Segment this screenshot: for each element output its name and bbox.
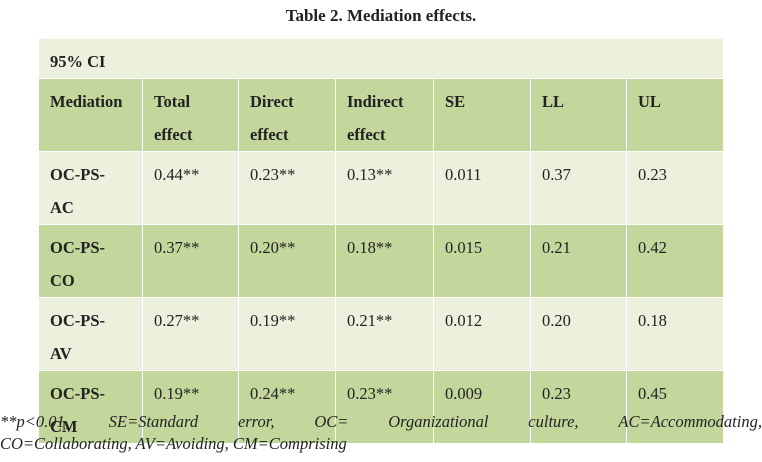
cell-ll: 0.23: [530, 370, 627, 444]
footnote-term: **p<0.01,: [0, 412, 69, 431]
cell-se: 0.012: [433, 297, 531, 371]
cell-total-effect: 0.37**: [142, 224, 239, 298]
row-label-line2: AV: [50, 344, 72, 363]
cell-indirect-effect: 0.18**: [335, 224, 434, 298]
cell-se: 0.009: [433, 370, 531, 444]
row-label-line1: OC-PS-: [50, 165, 105, 184]
column-header-line1: UL: [638, 92, 661, 111]
row-label: OC-PS- CO: [38, 224, 143, 298]
column-header-line1: Total: [154, 92, 191, 111]
column-header-line1: Direct: [250, 92, 294, 111]
cell-direct-effect: 0.19**: [238, 297, 336, 371]
ci-header-cell: 95% CI: [38, 38, 724, 79]
row-label: OC-PS- AV: [38, 297, 143, 371]
footnote-term: Organizational: [388, 412, 489, 431]
column-header-line2: effect: [250, 125, 289, 144]
footnote-term: AC=Accommodating,: [618, 412, 762, 431]
mediation-table: 95% CI Mediation Total effect Direct eff…: [38, 38, 724, 444]
cell-indirect-effect: 0.13**: [335, 151, 434, 225]
table-row: OC-PS- AV 0.27** 0.19** 0.21** 0.012 0.2…: [38, 297, 724, 371]
cell-ul: 0.18: [626, 297, 724, 371]
footnote-term: SE=Standard: [108, 412, 199, 431]
cell-ll: 0.21: [530, 224, 627, 298]
table-footnote: **p<0.01, SE=Standard error, OC= Organiz…: [0, 411, 762, 455]
cell-ul: 0.23: [626, 151, 724, 225]
column-header-indirect-effect: Indirect effect: [335, 78, 434, 152]
column-header-mediation: Mediation: [38, 78, 143, 152]
table-caption: Table 2. Mediation effects.: [285, 6, 477, 25]
row-label-line2: CO: [50, 271, 75, 290]
cell-se: 0.011: [433, 151, 531, 225]
column-header-line1: SE: [445, 92, 466, 111]
cell-direct-effect: 0.23**: [238, 151, 336, 225]
column-header-line1: Mediation: [50, 92, 123, 111]
cell-ul: 0.42: [626, 224, 724, 298]
cell-se: 0.015: [433, 224, 531, 298]
column-header-direct-effect: Direct effect: [238, 78, 336, 152]
cell-total-effect: 0.19**: [142, 370, 239, 444]
footnote-term: culture,: [528, 412, 579, 431]
column-header-ul: UL: [626, 78, 724, 152]
cell-ll: 0.37: [530, 151, 627, 225]
column-header-line1: LL: [542, 92, 565, 111]
cell-indirect-effect: 0.23**: [335, 370, 434, 444]
footnote-term: error,: [237, 412, 275, 431]
footnote-line2: CO=Collaborating, AV=Avoiding, CM=Compri…: [0, 434, 347, 453]
cell-indirect-effect: 0.21**: [335, 297, 434, 371]
row-label-line1: OC-PS-: [50, 238, 105, 257]
table-row: OC-PS- CO 0.37** 0.20** 0.18** 0.015 0.2…: [38, 224, 724, 298]
cell-direct-effect: 0.24**: [238, 370, 336, 444]
column-header-line1: Indirect: [347, 92, 404, 111]
row-label: OC-PS- CM: [38, 370, 143, 444]
column-header-se: SE: [433, 78, 531, 152]
table-row: OC-PS- CM 0.19** 0.24** 0.23** 0.009 0.2…: [38, 370, 724, 444]
row-label-line2: CM: [50, 417, 78, 436]
row-label-line2: AC: [50, 198, 74, 217]
column-header-line2: effect: [347, 125, 386, 144]
cell-total-effect: 0.44**: [142, 151, 239, 225]
footnote-line1: **p<0.01, SE=Standard error, OC= Organiz…: [0, 411, 762, 433]
column-header-line2: effect: [154, 125, 193, 144]
table-row: OC-PS- AC 0.44** 0.23** 0.13** 0.011 0.3…: [38, 151, 724, 225]
footnote-term: OC=: [314, 412, 349, 431]
row-label-line1: OC-PS-: [50, 311, 105, 330]
column-header-total-effect: Total effect: [142, 78, 239, 152]
cell-direct-effect: 0.20**: [238, 224, 336, 298]
row-label: OC-PS- AC: [38, 151, 143, 225]
cell-ll: 0.20: [530, 297, 627, 371]
cell-total-effect: 0.27**: [142, 297, 239, 371]
cell-ul: 0.45: [626, 370, 724, 444]
column-header-ll: LL: [530, 78, 627, 152]
row-label-line1: OC-PS-: [50, 384, 105, 403]
